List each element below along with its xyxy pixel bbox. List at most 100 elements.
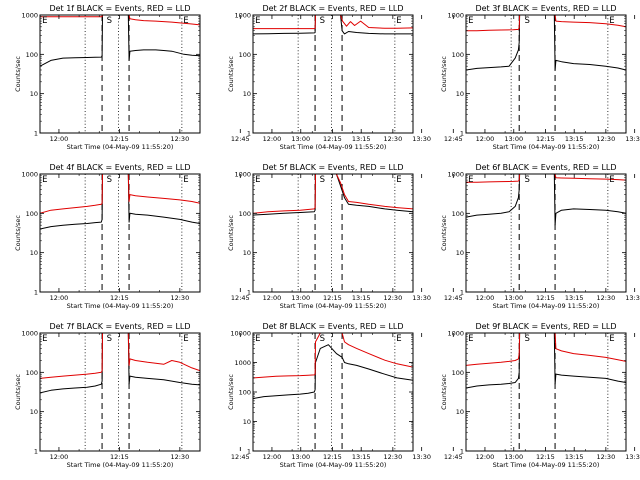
lld-series-line [253,174,413,214]
y-tick-label: 100 [26,369,38,377]
interval-marker-e: E [468,175,473,185]
y-tick-label: 1 [460,289,464,297]
y-tick-label: 10 [456,90,464,98]
interval-marker-e: E [609,16,614,26]
interval-marker-s: S [525,334,530,344]
lld-series-line [466,174,626,183]
panel-title: Det 1f BLACK = Events, RED = LLD [49,4,190,13]
y-tick-label: 100 [26,210,38,218]
interval-marker-e: E [468,16,473,26]
x-tick-label: 12:00 [476,294,495,302]
lld-series-line [253,333,413,379]
x-axis-label: Start Time (04-May-09 11:55:20) [280,461,387,469]
y-tick-label: 1 [34,130,38,138]
x-tick-label: 12:30 [170,453,189,461]
y-tick-label: 1000 [21,171,38,179]
x-tick-label: 13:00 [504,135,523,143]
y-tick-label: 1 [34,289,38,297]
x-tick-label: 12:15 [536,135,555,143]
x-axis-label: Start Time (04-May-09 11:55:20) [493,302,600,310]
x-tick-label: 12:30 [170,294,189,302]
interval-marker-s: S [320,334,325,344]
interval-marker-s: S [525,175,530,185]
interval-marker-s: S [107,334,112,344]
interval-marker-e: E [468,334,473,344]
interval-marker-s: S [107,175,112,185]
x-tick-label: 12:30 [383,135,402,143]
y-axis-label: Counts/sec [14,56,22,92]
x-tick-label: 12:15 [536,453,555,461]
x-tick-label: 12:30 [596,453,615,461]
interval-marker-e: E [255,334,260,344]
x-tick-label: 12:15 [323,453,342,461]
lld-series-line [253,15,413,30]
y-tick-label: 1000 [21,330,38,338]
x-tick-label: 13:00 [504,294,523,302]
y-tick-label: 1 [247,130,251,138]
y-tick-label: 1 [34,448,38,456]
panel-det-8f: Det 8f BLACK = Events, RED = LLD 12:00 12:… [227,322,640,469]
x-tick-label: 12:45 [444,135,463,143]
x-tick-label: 13:30 [625,453,640,461]
y-axis-label: Counts/sec [227,374,235,410]
y-tick-label: 1 [247,289,251,297]
x-tick-label: 12:00 [50,135,69,143]
x-tick-label: 12:15 [323,294,342,302]
lld-series-line [466,333,626,366]
y-tick-label: 100 [239,210,251,218]
y-tick-label: 1 [460,130,464,138]
y-tick-label: 100 [239,389,251,397]
y-tick-label: 1000 [234,12,251,20]
panel-title: Det 6f BLACK = Events, RED = LLD [475,163,616,172]
x-tick-label: 13:00 [504,453,523,461]
panel-det-6f: Det 6f BLACK = Events, RED = LLD 12:00 12:… [440,163,627,310]
interval-marker-e: E [42,334,47,344]
x-axis-label: Start Time (04-May-09 11:55:20) [493,143,600,151]
x-tick-label: 12:45 [444,294,463,302]
x-tick-label: 13:30 [412,453,431,461]
plot-frame [39,332,201,452]
interval-marker-s: S [320,175,325,185]
x-tick-label: 12:45 [231,453,250,461]
lld-series-line [466,15,626,32]
x-tick-label: 13:00 [291,294,310,302]
plot-frame [252,332,414,452]
panel-det-9f: Det 9f BLACK = Events, RED = LLD 12:00 12:… [440,322,627,469]
plot-frame [465,332,627,452]
plot-frame [465,173,627,293]
y-tick-label: 10 [30,90,38,98]
x-tick-label: 13:00 [291,135,310,143]
x-axis-label: Start Time (04-May-09 11:55:20) [280,302,387,310]
y-axis-label: Counts/sec [440,56,448,92]
events-series-line [466,333,626,389]
x-tick-label: 12:15 [536,294,555,302]
y-tick-label: 10 [243,249,251,257]
y-tick-label: 10 [456,249,464,257]
x-tick-label: 13:15 [352,453,371,461]
panel-title: Det 7f BLACK = Events, RED = LLD [49,322,190,331]
x-tick-label: 13:15 [352,294,371,302]
x-tick-label: 12:30 [170,135,189,143]
panel-det-4f: Det 4f BLACK = Events, RED = LLD 12:00 12:… [14,163,431,310]
x-tick-label: 13:15 [565,135,584,143]
interval-marker-e: E [396,16,401,26]
x-tick-label: 12:45 [444,453,463,461]
x-tick-label: 12:15 [110,135,129,143]
x-axis-label: Start Time (04-May-09 11:55:20) [67,143,174,151]
y-axis-label: Counts/sec [227,215,235,251]
panel-det-7f: Det 7f BLACK = Events, RED = LLD 12:00 12:… [14,322,431,469]
x-tick-label: 12:00 [263,294,282,302]
y-tick-label: 10000 [230,330,251,338]
y-tick-label: 10 [30,408,38,416]
x-tick-label: 12:00 [476,135,495,143]
lld-series-line [40,333,200,379]
panel-det-2f: Det 2f BLACK = Events, RED = LLD 12:00 12:… [227,4,640,151]
x-tick-label: 12:15 [110,453,129,461]
x-tick-label: 13:00 [291,453,310,461]
x-tick-label: 13:15 [352,135,371,143]
x-tick-label: 13:30 [625,294,640,302]
x-tick-label: 13:15 [565,294,584,302]
panel-det-3f: Det 3f BLACK = Events, RED = LLD 12:00 12:… [440,4,627,151]
interval-marker-e: E [42,16,47,26]
